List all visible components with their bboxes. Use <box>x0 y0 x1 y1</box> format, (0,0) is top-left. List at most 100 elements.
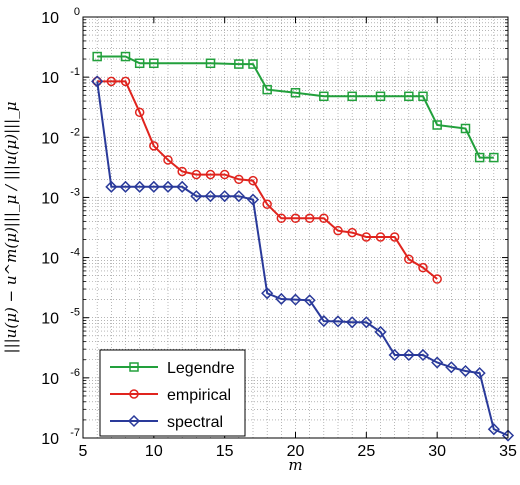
data-point-legendre <box>92 51 102 62</box>
data-point-spectral <box>246 193 260 206</box>
series-line-empirical <box>97 80 438 280</box>
data-point-empirical <box>234 174 244 185</box>
data-point-legendre <box>262 84 272 95</box>
data-point-spectral <box>402 348 415 362</box>
x-tick-labels: 5 10 15 20 25 30 35 <box>79 443 517 460</box>
x-tick-label: 35 <box>499 443 517 460</box>
data-point-spectral <box>232 190 245 203</box>
data-point-legendre <box>460 123 471 134</box>
data-point-empirical <box>389 232 400 242</box>
data-point-spectral <box>261 287 274 300</box>
legend: Legendre empirical spectral <box>99 349 246 437</box>
data-point-spectral <box>133 180 146 193</box>
data-point-spectral <box>161 180 175 193</box>
y-tick-exponent: -7 <box>70 427 80 439</box>
data-point-empirical <box>432 274 442 284</box>
data-point-spectral <box>190 190 203 203</box>
y-tick-base: 10 <box>41 130 59 147</box>
data-point-legendre <box>474 152 485 163</box>
data-point-legendre <box>290 88 301 98</box>
y-tick-exponent: -2 <box>70 126 80 138</box>
data-point-empirical <box>248 175 258 186</box>
series-line-legendre <box>97 55 494 159</box>
data-point-legendre <box>404 91 414 102</box>
data-point-spectral <box>459 364 472 378</box>
y-tick-label: 10 <box>41 70 59 87</box>
x-axis-label: m <box>288 456 302 474</box>
data-point-legendre <box>347 91 357 102</box>
x-tick-label: 25 <box>357 443 375 460</box>
data-point-legendre <box>375 91 386 102</box>
data-point-spectral <box>91 75 104 88</box>
y-tick-base: 10 <box>41 371 59 388</box>
series-spectral <box>91 75 515 442</box>
data-point-spectral <box>416 348 430 362</box>
data-point-empirical <box>375 232 386 242</box>
data-point-empirical <box>361 232 372 242</box>
data-point-spectral <box>119 180 132 193</box>
y-tick-label: 10 <box>41 10 59 27</box>
y-tick-exponent: -5 <box>70 307 80 319</box>
data-point-legendre <box>319 91 329 102</box>
series-line-spectral <box>96 81 509 437</box>
data-point-empirical <box>134 107 145 118</box>
y-tick-label: 10 <box>41 251 59 268</box>
data-point-empirical <box>404 254 414 264</box>
data-point-legendre <box>418 91 428 102</box>
x-tick-label: 15 <box>216 443 234 460</box>
x-tick-label: 20 <box>287 443 305 460</box>
x-tick-label: 5 <box>79 443 88 460</box>
series-legendre <box>92 51 499 163</box>
data-point-spectral <box>360 316 373 329</box>
y-tick-label: 10 <box>41 130 59 147</box>
y-tick-base: 10 <box>41 70 59 87</box>
data-point-empirical <box>177 166 187 177</box>
data-point-empirical <box>262 199 272 210</box>
y-tick-label: 10 <box>41 431 59 448</box>
y-tick-exponent: -1 <box>70 66 80 78</box>
data-point-spectral <box>176 180 189 193</box>
y-tick-base: 10 <box>41 431 59 448</box>
legend-label-legendre: Legendre <box>167 360 235 377</box>
y-tick-exponent: -4 <box>70 247 80 259</box>
data-point-empirical <box>163 155 173 165</box>
legend-marker-empirical <box>129 389 139 399</box>
data-point-spectral <box>289 293 302 306</box>
data-point-empirical <box>205 169 216 180</box>
data-point-empirical <box>418 262 428 273</box>
series-empirical <box>92 76 442 284</box>
data-point-empirical <box>333 225 343 236</box>
y-tick-exponent: -6 <box>70 367 80 379</box>
data-point-empirical <box>276 213 287 224</box>
data-point-legendre <box>489 152 499 163</box>
y-tick-label: 10 <box>41 190 59 207</box>
data-point-empirical <box>290 213 301 224</box>
data-point-spectral <box>105 180 118 193</box>
data-point-spectral <box>275 292 288 306</box>
data-point-spectral <box>374 325 387 339</box>
data-point-spectral <box>204 190 217 203</box>
y-tick-label: 10 <box>41 311 59 328</box>
data-point-legendre <box>134 58 145 69</box>
data-point-legendre <box>205 58 216 69</box>
grid <box>83 17 508 438</box>
y-tick-exponent: -3 <box>70 186 80 198</box>
x-tick-label: 10 <box>145 443 163 460</box>
legend-marker-legendre <box>129 362 139 372</box>
data-point-spectral <box>431 356 444 369</box>
data-point-empirical <box>347 227 357 238</box>
y-tick-base: 10 <box>41 251 59 268</box>
y-axis-label: |||u(μ) − u^m(μ)|||_μ / |||u(μ)|||_μ <box>2 102 20 354</box>
y-tick-labels: 10 0 10 -1 10 -2 10 -3 10 -4 10 -5 10 -6 10 -7 <box>41 6 80 448</box>
data-point-spectral <box>388 348 401 362</box>
data-point-empirical <box>120 76 131 87</box>
axis-ticks <box>82 16 509 439</box>
y-tick-base: 10 <box>41 10 59 27</box>
legend-label-empirical: empirical <box>167 387 231 404</box>
data-point-empirical <box>219 169 230 180</box>
data-point-spectral <box>487 423 500 436</box>
data-point-spectral <box>218 190 231 203</box>
data-point-spectral <box>501 429 515 442</box>
data-point-spectral <box>317 314 330 328</box>
